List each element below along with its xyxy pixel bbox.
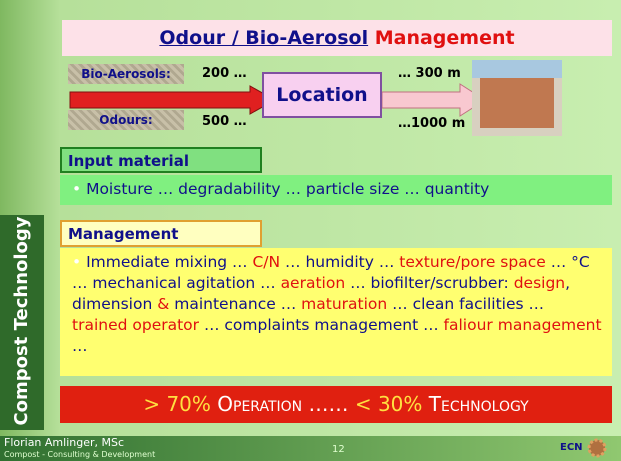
slide: Compost Technology Odour / Bio-Aerosol M… <box>0 0 621 461</box>
text-segment: Immediate mixing … <box>86 253 252 271</box>
text-segment: & <box>157 295 169 313</box>
text-segment: … clean facilities … <box>387 295 549 313</box>
page-number: 12 <box>332 444 345 455</box>
section-body: • Moisture … degradability … particle si… <box>60 175 612 205</box>
section-header: Input material <box>60 147 262 173</box>
text-segment: … complaints management … <box>199 316 444 334</box>
text-segment: Operation …… <box>211 392 355 416</box>
text-segment: Technology <box>422 392 528 416</box>
text-segment: … biofilter/scrubber: <box>345 274 514 292</box>
text-segment: aeration <box>281 274 346 292</box>
section-body: • Immediate mixing … C/N … humidity … te… <box>60 248 612 376</box>
text: Moisture … degradability … particle size… <box>86 180 489 198</box>
distance: …1000 m <box>398 116 465 131</box>
text-segment: design <box>514 274 565 292</box>
banner: > 70% Operation …… < 30% Technology <box>60 386 612 423</box>
logo: ECN <box>560 442 583 453</box>
text-segment: trained operator <box>72 316 199 334</box>
text-segment: maintenance … <box>169 295 301 313</box>
location-box: Location <box>262 72 382 118</box>
title-bar: Odour / Bio-Aerosol Management <box>62 20 612 56</box>
footer-author: Florian Amlinger, MSc <box>4 436 124 449</box>
text-segment: texture/pore space <box>399 253 546 271</box>
label: Odours: <box>68 110 184 130</box>
text-segment: … humidity … <box>280 253 399 271</box>
logo-icon <box>586 437 608 459</box>
section-header: Management <box>60 220 262 247</box>
text-segment: < 30% <box>355 392 423 416</box>
sky <box>472 60 562 78</box>
text-segment: > 70% <box>143 392 211 416</box>
text-segment: C/N <box>252 253 280 271</box>
arrow <box>382 84 485 116</box>
text-segment: faliour management <box>444 316 602 334</box>
footer-company: Compost - Consulting & Development <box>4 450 155 459</box>
distance: … 300 m <box>398 66 461 81</box>
building <box>480 78 554 128</box>
title: Odour / Bio-Aerosol <box>159 27 368 49</box>
side-title: Compost Technology <box>7 211 37 431</box>
text-segment: maturation <box>301 295 387 313</box>
title-highlight: Management <box>375 27 515 49</box>
distance: 500 … <box>202 114 247 129</box>
distance: 200 … <box>202 66 247 81</box>
label: Bio-Aerosols: <box>68 64 184 84</box>
